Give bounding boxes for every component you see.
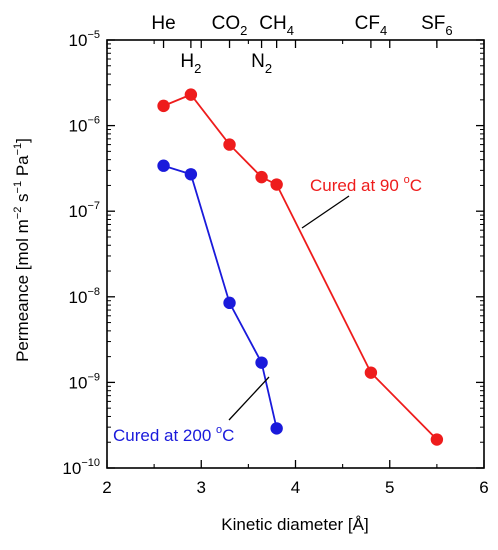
gas-label: CO2: [212, 13, 248, 38]
gas-subscript: 6: [445, 23, 452, 38]
y-tick-exponent: −7: [87, 200, 100, 212]
gas-subscript: 4: [287, 23, 294, 38]
gas-subscript: 2: [194, 61, 201, 76]
series-90c-point: [270, 178, 283, 191]
x-tick-label: 4: [291, 478, 300, 497]
gas-label: H2: [180, 51, 201, 76]
series-90c-point: [223, 138, 236, 151]
gas-name: SF: [421, 13, 445, 34]
y-tick-base: 10: [69, 288, 88, 307]
gas-label: SF6: [421, 13, 453, 38]
series-90c-point: [255, 170, 268, 184]
series-90c-label: Cured at 90 oC: [310, 174, 422, 195]
y-tick-exponent: −8: [87, 286, 100, 298]
y-label-superscript: −1: [12, 181, 24, 194]
series-label-text: Cured at 200: [113, 426, 216, 445]
series-200c-line: [163, 164, 278, 429]
gas-subscript: 2: [265, 61, 272, 76]
series-200c-point: [255, 356, 268, 369]
x-tick-label: 2: [102, 478, 111, 497]
y-label-superscript: −2: [12, 207, 24, 220]
series-90c-point: [430, 433, 444, 446]
y-label-text: Pa: [13, 155, 32, 181]
series-200c-point: [157, 159, 170, 172]
y-label-text: Permeance [mol m: [13, 219, 32, 362]
series-label-unit: C: [410, 176, 422, 195]
series-90c-leader-line: [301, 195, 350, 229]
gas-subscript: 4: [380, 23, 387, 38]
series-200c-point: [270, 422, 283, 435]
x-tick-label: 5: [385, 478, 394, 497]
y-tick-exponent: −10: [81, 457, 100, 469]
y-tick-label: 10−7: [69, 200, 100, 221]
series-90c-point: [157, 99, 170, 113]
y-tick-exponent: −5: [87, 29, 100, 41]
x-tick-label: 6: [479, 478, 488, 497]
y-tick-label: 10−9: [69, 371, 100, 392]
y-tick-base: 10: [69, 117, 88, 136]
y-tick-exponent: −9: [87, 371, 100, 383]
gas-label: CF4: [355, 13, 388, 38]
series-200c-leader-line: [228, 376, 270, 421]
series-90c-point: [364, 366, 378, 379]
gas-name: N: [251, 51, 265, 72]
series-label-superscript: o: [404, 174, 410, 186]
y-tick-exponent: −6: [87, 115, 100, 127]
y-label-superscript: −1: [12, 143, 24, 156]
gas-name: He: [151, 13, 175, 34]
series-90c-line: [163, 93, 438, 441]
gas-name: CO: [212, 13, 241, 34]
y-tick-base: 10: [69, 31, 88, 50]
series-200c-point: [223, 296, 236, 310]
y-label-text: ]: [13, 138, 32, 143]
gas-name: H: [180, 51, 194, 72]
series-layer: [157, 88, 444, 446]
x-axis-label: Kinetic diameter [Å]: [221, 515, 368, 534]
gas-label: He: [151, 13, 175, 34]
series-200c-label: Cured at 200 oC: [113, 424, 234, 445]
y-axis-label: Permeance [mol m−2 s−1 Pa−1]: [12, 138, 32, 362]
y-tick-base: 10: [69, 373, 88, 392]
series-label-text: Cured at 90: [310, 176, 404, 195]
gas-name: CF: [355, 13, 380, 34]
y-label-text: s: [13, 193, 32, 206]
y-tick-label: 10−6: [69, 115, 100, 136]
y-tick-base: 10: [62, 459, 81, 478]
gas-label: CH4: [259, 13, 294, 38]
series-label-unit: C: [222, 426, 234, 445]
series-90c-point: [184, 88, 198, 101]
gas-label: N2: [251, 51, 272, 76]
gas-subscript: 2: [240, 23, 247, 38]
y-tick-label: 10−5: [69, 29, 100, 50]
x-axis: 2 3 4 5 6: [102, 40, 489, 497]
series-200c-point: [184, 168, 198, 181]
y-tick-base: 10: [69, 202, 88, 221]
gas-name: CH: [259, 13, 286, 34]
x-tick-label: 3: [197, 478, 206, 497]
y-tick-label: 10−8: [69, 286, 100, 307]
series-label-superscript: o: [216, 424, 222, 436]
y-tick-label: 10−10: [62, 457, 100, 478]
